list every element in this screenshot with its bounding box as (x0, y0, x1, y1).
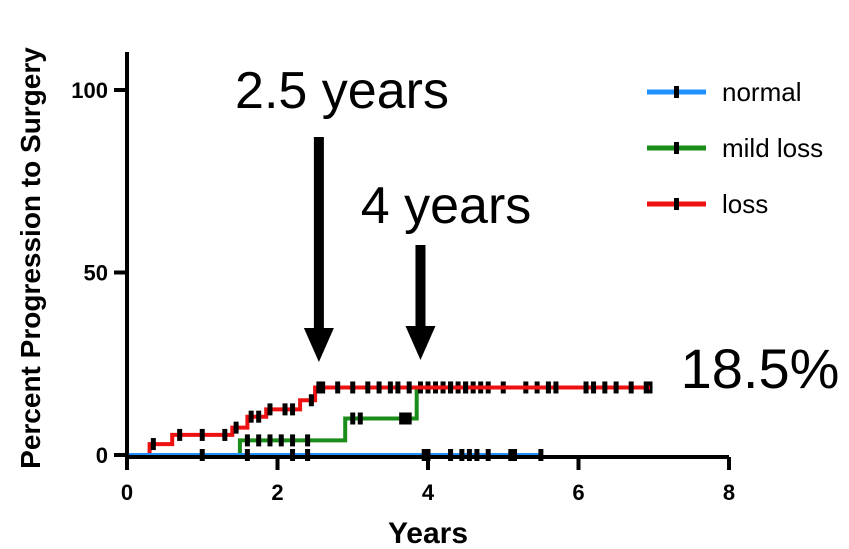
y-tick-label-0: 0 (96, 443, 108, 468)
censor-mark-loss (267, 403, 273, 416)
y-tick-label-50: 50 (84, 261, 108, 286)
legend-item-normal: normal (647, 77, 801, 107)
censor-mark-loss (448, 381, 454, 394)
censor-mark-mild-loss (402, 412, 408, 425)
legend-censor-normal (674, 86, 679, 98)
legend-label-mild-loss: mild loss (722, 133, 823, 163)
y-tick-label-100: 100 (71, 78, 108, 103)
censor-mark-loss (463, 381, 469, 394)
x-tick-label-6: 6 (572, 480, 584, 505)
legend-label-loss: loss (722, 189, 768, 219)
censor-mark-loss (628, 381, 634, 394)
legend-label-normal: normal (722, 77, 801, 107)
censor-mark-loss (222, 428, 228, 441)
censor-mark-loss (643, 381, 649, 394)
censor-mark-loss (308, 394, 314, 407)
censor-mark-loss (602, 381, 608, 394)
censor-mark-loss (350, 381, 356, 394)
x-tick-label-8: 8 (723, 480, 735, 505)
series-line-mild-loss (237, 385, 650, 455)
censor-mark-mild-loss (406, 412, 412, 425)
censor-mark-loss (316, 381, 322, 394)
censor-mark-mild-loss (290, 434, 296, 447)
censor-mark-mild-loss (267, 434, 273, 447)
x-axis-label: Years (388, 517, 468, 549)
censor-mark-loss (335, 381, 341, 394)
censor-mark-mild-loss (305, 434, 311, 447)
annotation-4-years: 4 years (361, 177, 532, 235)
censor-mark-loss (613, 381, 619, 394)
arrow-head-2 (405, 326, 436, 360)
censor-mark-loss (387, 381, 393, 394)
censor-mark-loss (320, 381, 326, 394)
legend-censor-mild-loss (674, 142, 679, 154)
ticks: 0 2 4 6 8 0 50 100 (71, 78, 735, 505)
annotation-percent: 18.5% (681, 337, 840, 400)
legend-item-mild-loss: mild loss (647, 133, 823, 163)
censor-mark-loss (395, 381, 401, 394)
censor-mark-loss (553, 381, 559, 394)
censor-mark-loss (545, 381, 551, 394)
censor-mark-mild-loss (350, 412, 356, 425)
censor-mark-loss (376, 381, 382, 394)
series-mild-loss (237, 381, 653, 455)
series-loss (147, 381, 650, 455)
censor-mark-mild-loss (357, 412, 363, 425)
series-layer (127, 381, 653, 461)
censor-mark-loss (177, 428, 183, 441)
censor-mark-mild-loss (278, 434, 284, 447)
censor-mark-loss (233, 421, 239, 434)
censor-mark-loss (248, 410, 254, 423)
censor-mark-loss (406, 381, 412, 394)
censor-mark-loss (591, 381, 597, 394)
y-axis-label: Percent Progression to Surgery (15, 47, 46, 469)
annotation-arrows (303, 137, 436, 362)
legend-item-loss: loss (647, 189, 768, 219)
legend-censor-loss (674, 198, 679, 210)
x-tick-label-0: 0 (121, 480, 133, 505)
censor-mark-loss (282, 403, 288, 416)
censor-mark-loss (583, 381, 589, 394)
x-tick-label-4: 4 (422, 480, 435, 505)
arrow-head-1 (303, 328, 334, 362)
x-tick-label-2: 2 (271, 480, 283, 505)
censor-mark-loss (365, 381, 371, 394)
censor-mark-mild-loss (244, 434, 250, 447)
legend: normal mild loss loss (647, 77, 823, 219)
censor-mark-loss (256, 410, 262, 423)
annotation-2-5-years: 2.5 years (235, 62, 449, 120)
censor-mark-loss (290, 403, 296, 416)
censor-mark-loss (199, 428, 205, 441)
censor-mark-mild-loss (399, 412, 405, 425)
censor-mark-loss (150, 438, 156, 451)
censor-mark-mild-loss (256, 434, 262, 447)
